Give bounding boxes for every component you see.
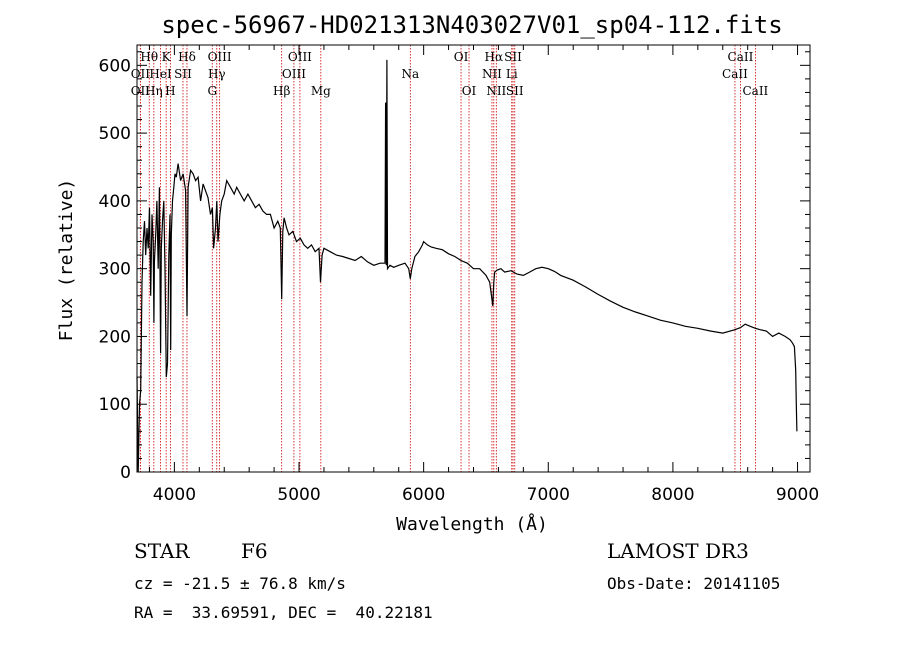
y-tick-label: 200 <box>99 327 131 347</box>
y-tick-label: 500 <box>99 124 131 144</box>
x-axis-ticks: 4000 5000 6000 7000 8000 9000 <box>148 45 819 505</box>
coordinates-text: RA = 33.69591, DEC = 40.22181 <box>134 603 433 622</box>
x-tick-label: 6000 <box>402 485 445 505</box>
y-axis-label: Flux (relative) <box>56 179 77 342</box>
y-tick-label: 100 <box>99 395 131 415</box>
object-class: STAR <box>134 539 190 563</box>
spectrum-line <box>136 59 798 473</box>
line-label: Hγ <box>208 67 226 81</box>
plot-frame <box>136 44 811 473</box>
line-label: OIII <box>288 50 312 64</box>
line-label: Hβ <box>273 84 290 98</box>
x-axis-label: Wavelength (Å) <box>396 513 548 535</box>
x-tick-label: 5000 <box>277 485 320 505</box>
y-tick-label: 0 <box>120 463 131 483</box>
line-label: CaII <box>742 84 768 98</box>
line-label: CaII <box>722 67 748 81</box>
line-label: OIII <box>282 67 306 81</box>
line-label: Hη <box>145 84 163 98</box>
line-label: Mg <box>311 84 331 98</box>
x-tick-label: 4000 <box>153 485 196 505</box>
line-label: NII <box>486 84 506 98</box>
x-tick-label: 7000 <box>527 485 570 505</box>
object-subclass: F6 <box>241 539 268 563</box>
line-label: H <box>165 84 175 98</box>
y-tick-label: 400 <box>99 192 131 212</box>
line-label: HeI <box>149 67 172 81</box>
line-label: NII <box>482 67 502 81</box>
y-tick-label: 600 <box>99 56 131 76</box>
x-tick-label: 9000 <box>776 485 819 505</box>
line-label: OI <box>454 50 469 64</box>
line-label: OI <box>462 84 477 98</box>
line-label: OII <box>131 67 151 81</box>
line-label: Li <box>506 67 518 81</box>
x-tick-label: 8000 <box>651 485 694 505</box>
line-label: G <box>207 84 217 98</box>
survey-name: LAMOST DR3 <box>607 539 749 563</box>
line-label: Hα <box>485 50 504 64</box>
y-axis-ticks: 0 100 200 300 400 500 600 <box>99 51 810 483</box>
redshift-text: cz = -21.5 ± 76.8 km/s <box>134 574 346 593</box>
line-label: Hθ <box>140 50 158 64</box>
line-label: SII <box>174 67 192 81</box>
y-tick-label: 300 <box>99 260 131 280</box>
chart-title: spec-56967-HD021313N403027V01_sp04-112.f… <box>161 11 782 39</box>
line-label: SII <box>506 84 524 98</box>
line-label: OIII <box>208 50 232 64</box>
spectral-line-markers <box>139 45 756 472</box>
line-label: K <box>162 50 172 64</box>
line-label: Na <box>401 67 419 81</box>
line-label: SII <box>504 50 522 64</box>
line-label: OII <box>131 84 151 98</box>
obs-date-text: Obs-Date: 20141105 <box>607 574 781 593</box>
line-label: Hδ <box>178 50 196 64</box>
line-label: CaII <box>728 50 754 64</box>
